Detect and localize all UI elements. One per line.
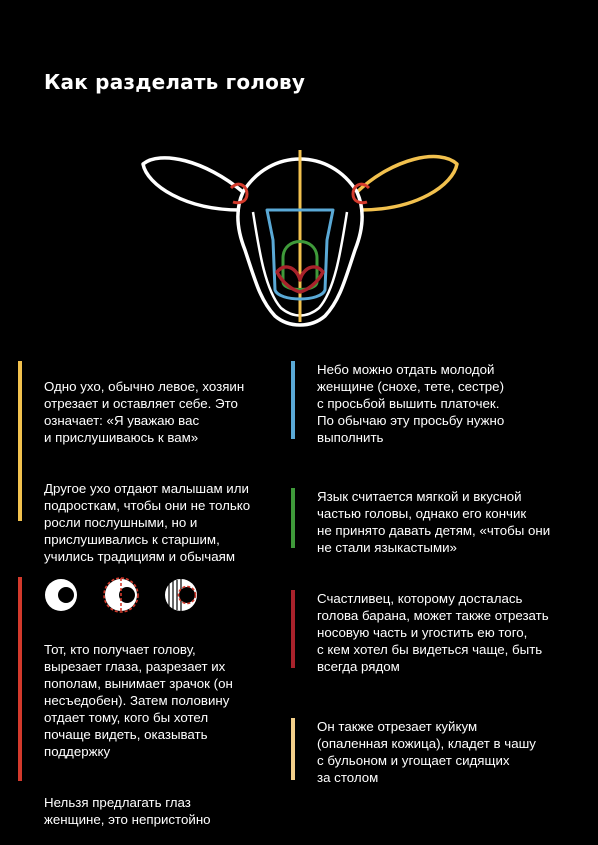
- sheep-head-diagram: [141, 150, 459, 327]
- palate-text: Небо можно отдать молодой женщине (снохе…: [317, 362, 505, 445]
- nose-color-bar: [291, 590, 295, 668]
- nose-outline: [275, 265, 325, 294]
- sliced-eye-icon: [165, 579, 197, 611]
- skin-color-bar: [291, 718, 295, 780]
- eye-text-1: Тот, кто получает голову, вырезает глаза…: [44, 642, 233, 759]
- page-title: Как разделать голову: [44, 70, 306, 94]
- ear-text-2: Другое ухо отдают малышам или подросткам…: [44, 481, 251, 564]
- eye-color-bar: [18, 577, 22, 781]
- right-ear-outline: [355, 154, 459, 212]
- ear-text-1: Одно ухо, обычно левое, хозяин отрезает …: [44, 379, 245, 445]
- ear-color-bar: [18, 361, 22, 521]
- left-ear-outline: [141, 156, 245, 212]
- tongue-color-bar: [291, 488, 295, 548]
- skin-text: Он также отрезает куйкум (опаленная кожи…: [317, 719, 536, 785]
- head-outline: [236, 157, 364, 327]
- eye-text-2: Нельзя предлагать глаз женщине, это непр…: [44, 795, 211, 827]
- left-eye-mark: [229, 182, 249, 205]
- palate-outline: [265, 208, 335, 301]
- right-eye-mark: [351, 182, 371, 205]
- eye-cut-icons: [45, 577, 197, 613]
- palate-color-bar: [291, 361, 295, 439]
- cut-eye-icon: [103, 577, 139, 613]
- tongue-text: Язык считается мягкой и вкусной частью г…: [317, 489, 551, 555]
- whole-eye-icon: [45, 579, 77, 611]
- nose-text: Счастливец, которому досталась голова ба…: [317, 591, 549, 674]
